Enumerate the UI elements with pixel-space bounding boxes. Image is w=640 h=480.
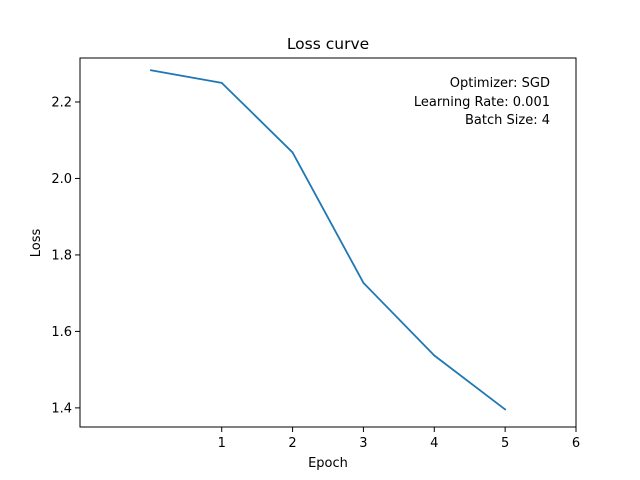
y-tick-label: 1.4 (51, 401, 72, 416)
loss-data-point (149, 69, 152, 72)
y-tick-label: 1.6 (51, 325, 72, 340)
series-layer (149, 69, 507, 411)
loss-data-point (433, 354, 436, 357)
y-tick-label: 1.8 (51, 248, 72, 263)
x-axis-label: Epoch (308, 456, 348, 471)
y-tick-label: 2.0 (51, 172, 72, 187)
loss-data-point (220, 81, 223, 84)
loss-data-point (362, 281, 365, 284)
y-tick-label: 2.2 (51, 95, 72, 110)
annotation-batch-size: Batch Size: 4 (465, 113, 550, 128)
x-tick-label: 4 (430, 436, 438, 451)
annotation-learning-rate: Learning Rate: 0.001 (414, 95, 550, 110)
chart-title: Loss curve (287, 35, 369, 53)
y-axis-ticks: 1.4 1.6 1.8 2.0 2.2 (51, 95, 80, 416)
y-axis-label: Loss (29, 229, 44, 258)
loss-data-point (291, 151, 294, 154)
annotation-optimizer: Optimizer: SGD (450, 76, 550, 91)
x-tick-label: 2 (288, 436, 296, 451)
x-tick-label: 6 (572, 436, 580, 451)
annotation-box: Optimizer: SGD Learning Rate: 0.001 Batc… (414, 76, 550, 128)
loss-data-point (504, 408, 507, 411)
x-axis-ticks: 1 2 3 4 5 6 (218, 427, 580, 451)
x-tick-label: 3 (359, 436, 367, 451)
x-tick-label: 1 (218, 436, 226, 451)
loss-series-line (149, 69, 507, 411)
axes-frame (79, 57, 577, 428)
x-tick-label: 5 (501, 436, 509, 451)
